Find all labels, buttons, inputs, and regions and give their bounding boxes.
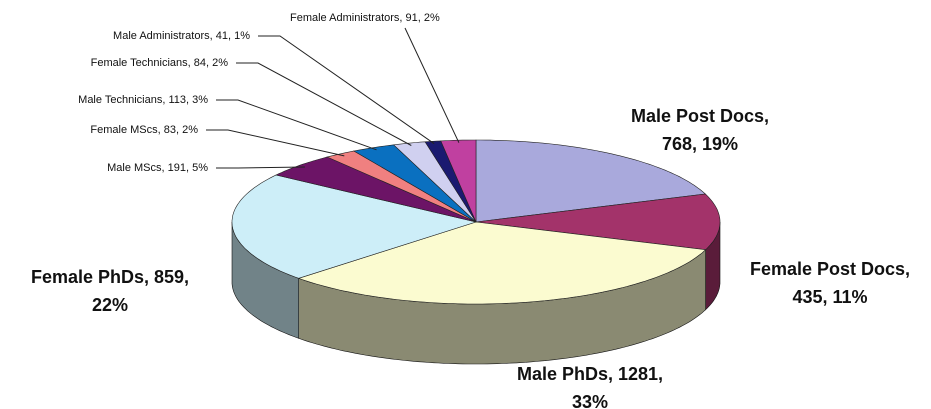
leader-line xyxy=(404,27,460,143)
data-label-line: 33% xyxy=(572,392,608,409)
data-label: Male Post Docs, 768, 19% xyxy=(631,106,769,154)
data-label: Female Technicians, 84, 2% xyxy=(91,57,229,69)
leader-line xyxy=(206,129,345,157)
data-label-line: Male Administrators, 41, 1% xyxy=(113,30,250,42)
slice xyxy=(353,144,477,223)
data-label: Female PhDs, 859, 22% xyxy=(31,267,189,315)
data-label: Male Technicians, 113, 3% xyxy=(78,94,208,106)
data-label: Male PhDs, 1281, 33% xyxy=(517,364,663,409)
slice xyxy=(275,156,477,223)
leader-line xyxy=(216,166,305,169)
data-label-line: Female Administrators, 91, 2% xyxy=(290,12,440,24)
data-label-line: 435, 11% xyxy=(792,287,867,307)
slice xyxy=(475,193,721,251)
leader-line xyxy=(216,99,377,151)
data-label: Female Administrators, 91, 2% xyxy=(290,12,440,24)
data-label-line: Male PhDs, 1281, xyxy=(517,364,663,384)
data-label-line: 768, 19% xyxy=(662,134,738,154)
data-label-line: Female Post Docs, xyxy=(750,259,910,279)
slice xyxy=(393,141,477,223)
data-label-line: Female MScs, 83, 2% xyxy=(90,124,198,136)
data-label: Male MScs, 191, 5% xyxy=(107,162,208,174)
leader-line xyxy=(258,35,435,145)
data-label: Male Administrators, 41, 1% xyxy=(113,30,250,42)
data-label-line: Male Post Docs, xyxy=(631,106,769,126)
data-label-line: 22% xyxy=(92,295,128,315)
slice xyxy=(475,139,707,223)
data-label-line: Female Technicians, 84, 2% xyxy=(91,57,229,69)
leader-line xyxy=(236,62,412,146)
slice xyxy=(297,221,707,305)
slice xyxy=(440,139,477,223)
data-label: Female MScs, 83, 2% xyxy=(90,124,198,136)
slice xyxy=(326,150,477,223)
data-label: Female Post Docs, 435, 11% xyxy=(750,259,910,307)
data-label-line: Male MScs, 191, 5% xyxy=(107,162,208,174)
data-label-line: Male Technicians, 113, 3% xyxy=(78,94,208,106)
slice xyxy=(231,174,478,279)
data-label-line: Female PhDs, 859, xyxy=(31,267,189,287)
